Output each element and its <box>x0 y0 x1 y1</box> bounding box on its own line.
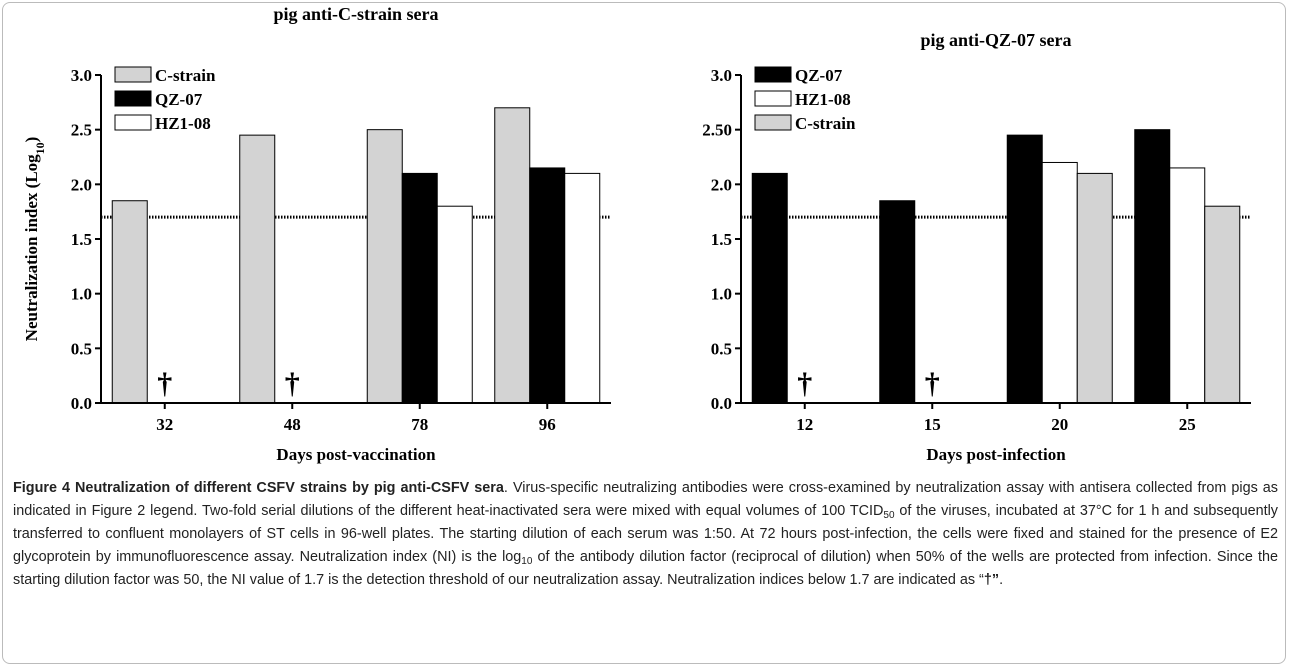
bar <box>239 134 276 404</box>
y-tick-label: 1.0 <box>711 285 732 304</box>
bar <box>366 129 403 404</box>
caption-run: . Virus-specific neutralizing antibodies… <box>13 480 1279 519</box>
y-axis-label-part: ) <box>22 137 41 143</box>
legend-label: C-strain <box>155 66 216 85</box>
bar <box>1041 161 1078 404</box>
caption-run: 50 <box>883 510 895 521</box>
charts: pig anti-C-strain sera † † 0.0 0.5 1.0 1.5 2.0 2… <box>22 4 1251 464</box>
y-tick-label: 1.0 <box>71 285 92 304</box>
legend-swatch <box>754 90 792 107</box>
bar <box>564 172 601 404</box>
y-tick-label: 1.5 <box>71 230 92 249</box>
y-tick-label: 3.0 <box>711 66 732 85</box>
bar <box>436 205 473 404</box>
x-axis-label: Days post-vaccination <box>276 445 436 464</box>
bar <box>401 172 438 404</box>
y-axis-label: Neutralization index (Log10) <box>22 137 47 342</box>
annotation: † <box>925 367 940 400</box>
caption-run: . <box>999 572 1004 588</box>
annotation: † <box>797 367 812 400</box>
y-tick-label: 0.0 <box>71 394 92 413</box>
legend-swatch <box>114 90 152 107</box>
caption-run: of the viruses, incubated at 37°C for 1 … <box>13 503 1279 565</box>
legend-swatch <box>114 114 152 131</box>
caption-run: 10 <box>521 556 533 567</box>
x-tick-label: 15 <box>924 415 941 434</box>
x-tick-label: 25 <box>1179 415 1196 434</box>
bar <box>529 167 566 404</box>
bar <box>1204 205 1241 404</box>
y-tick-label: 0.5 <box>711 339 732 358</box>
bar <box>1134 129 1171 404</box>
x-tick-label: 78 <box>411 415 428 434</box>
x-tick-label: 32 <box>156 415 173 434</box>
x-tick-label: 12 <box>796 415 813 434</box>
caption-run: of the antibody dilution factor (recipro… <box>13 549 1278 588</box>
bar <box>111 200 148 404</box>
bar <box>879 200 916 404</box>
legend-label: QZ-07 <box>795 66 843 85</box>
chart-title: pig anti-QZ-07 sera <box>921 30 1072 50</box>
y-axis-label-part: 10 <box>33 142 47 154</box>
y-tick-label: 1.5 <box>711 230 732 249</box>
bar <box>1006 134 1043 404</box>
y-tick-label: 0.5 <box>71 339 92 358</box>
y-tick-label: 2.50 <box>702 121 732 140</box>
legend-label: C-strain <box>795 114 856 133</box>
caption: Figure 4 Neutralization of different CSF… <box>13 477 1278 592</box>
legend-label: HZ1-08 <box>155 114 211 133</box>
y-tick-label: 0.0 <box>711 394 732 413</box>
annotation: † <box>285 367 300 400</box>
y-tick-label: 2.0 <box>71 175 92 194</box>
caption-run: Figure 4 Neutralization of different CSF… <box>13 480 504 496</box>
legend-swatch <box>754 114 792 131</box>
chart-title: pig anti-C-strain sera <box>274 4 439 24</box>
bar <box>1076 172 1113 404</box>
y-tick-label: 2.0 <box>711 175 732 194</box>
legend-swatch <box>754 66 792 83</box>
legend-label: HZ1-08 <box>795 90 851 109</box>
x-axis-label: Days post-infection <box>926 445 1066 464</box>
bar <box>494 107 531 404</box>
y-tick-label: 2.5 <box>71 121 92 140</box>
annotation: † <box>157 367 172 400</box>
bar <box>1169 167 1206 404</box>
y-axis-label-part: Neutralization index (Log <box>22 154 41 341</box>
x-tick-label: 96 <box>539 415 556 434</box>
y-tick-label: 3.0 <box>71 66 92 85</box>
caption-run: †” <box>983 572 1000 588</box>
bar <box>751 172 788 404</box>
x-tick-label: 48 <box>284 415 301 434</box>
legend-label: QZ-07 <box>155 90 203 109</box>
legend-swatch <box>114 66 152 83</box>
x-tick-label: 20 <box>1051 415 1068 434</box>
